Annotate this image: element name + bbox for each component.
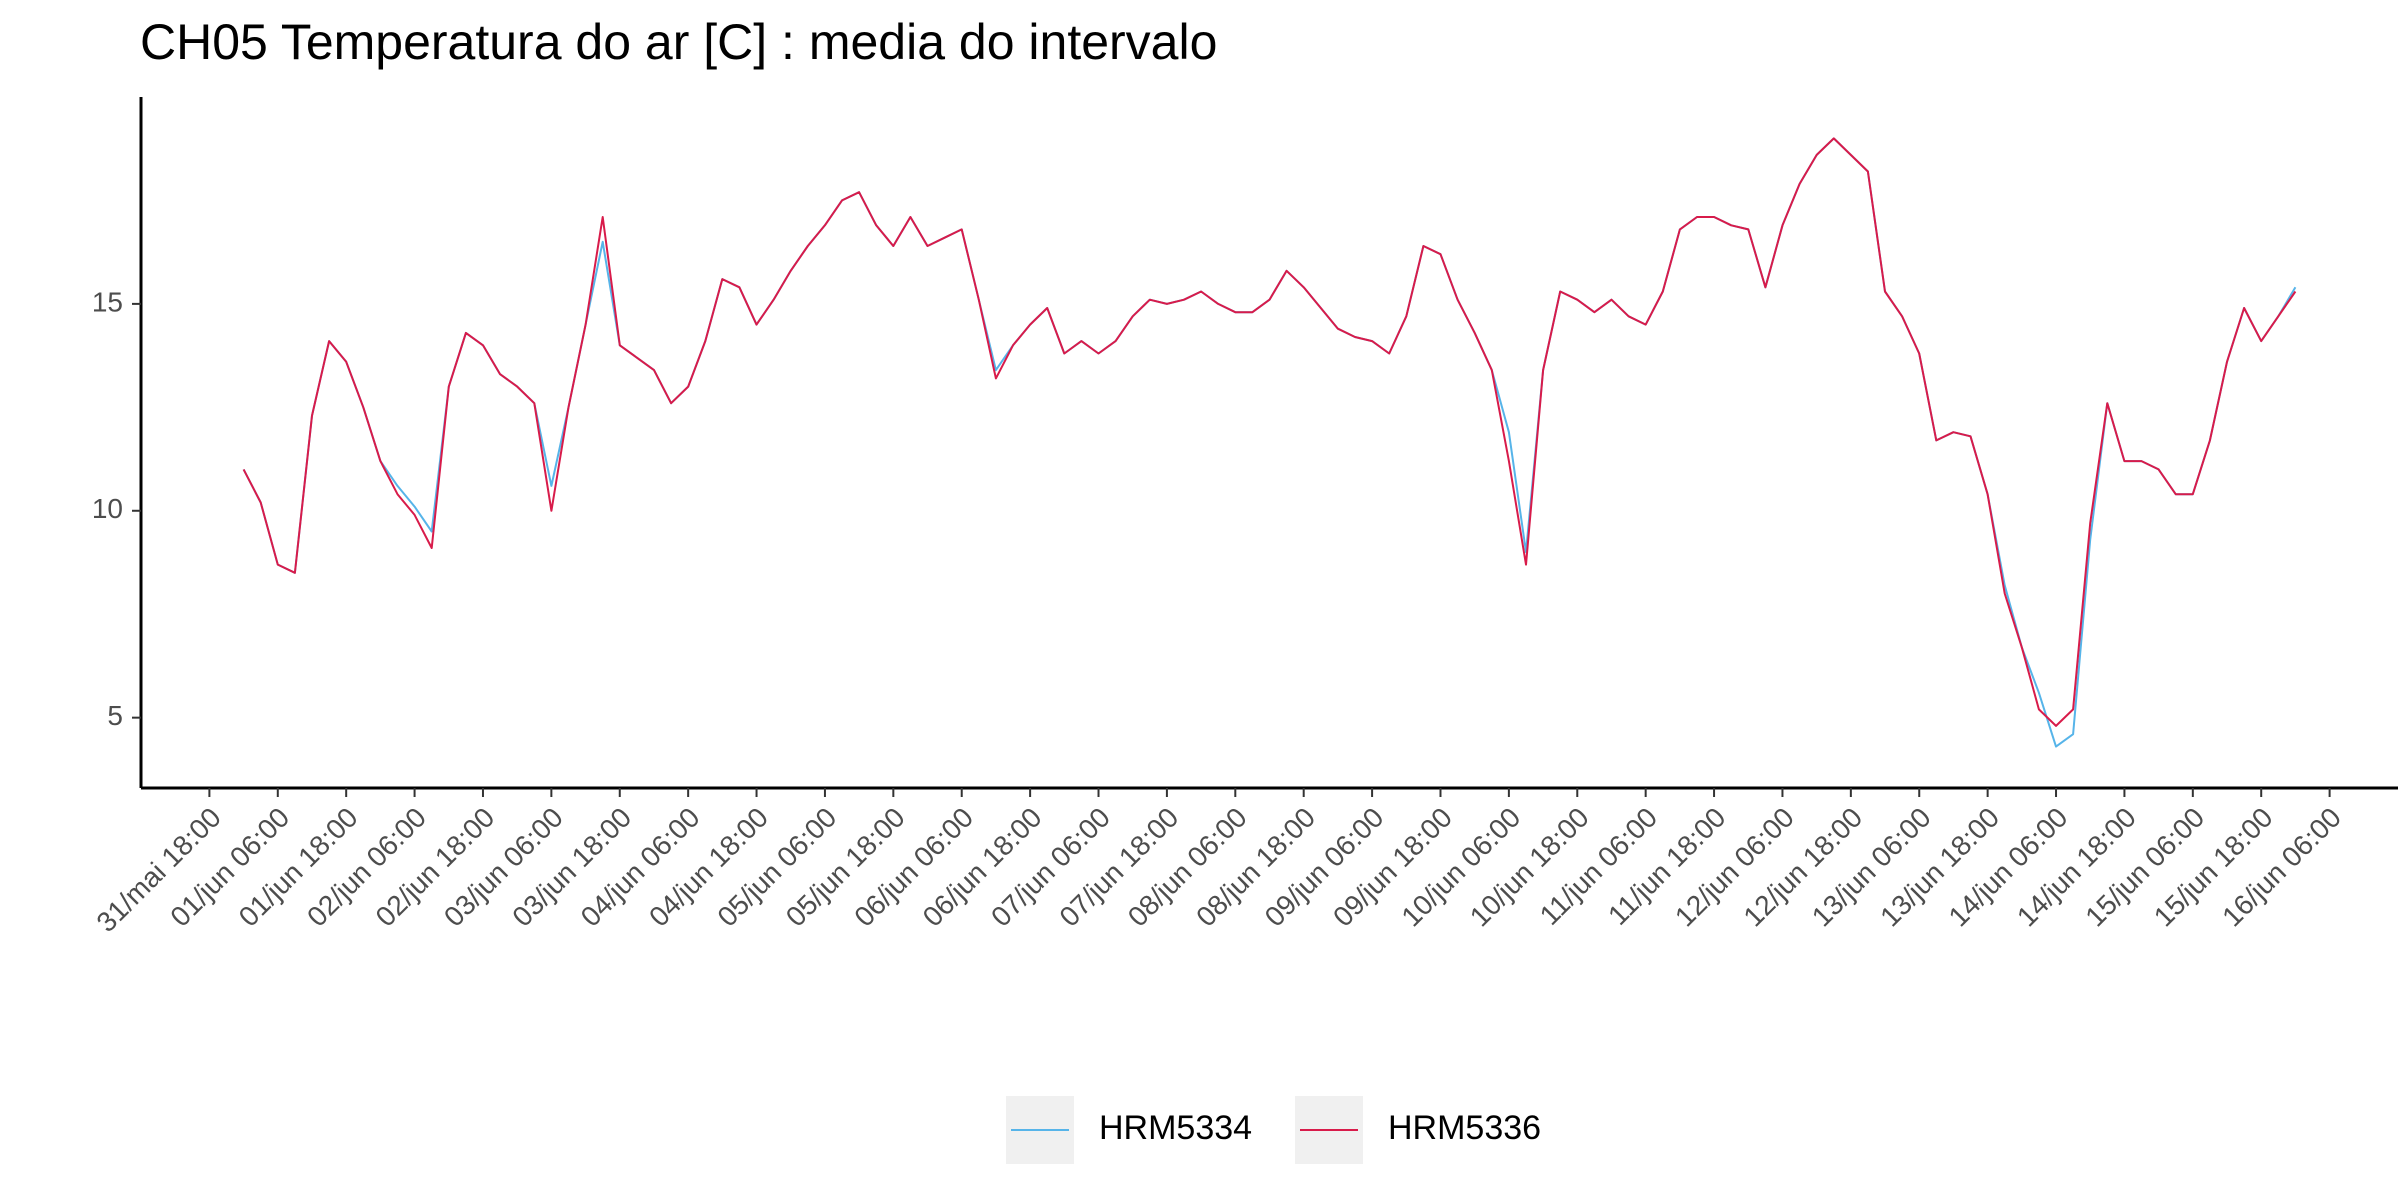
y-tick-label: 15 — [92, 286, 123, 317]
y-tick-label: 10 — [92, 493, 123, 524]
legend-label: HRM5336 — [1388, 1109, 1541, 1147]
legend-label: HRM5334 — [1099, 1109, 1252, 1147]
series-line — [242, 137, 2297, 748]
series-line — [242, 137, 2297, 727]
y-tick-label: 5 — [107, 700, 123, 731]
legend-item: HRM5336 — [1295, 1096, 1541, 1164]
legend-item: HRM5334 — [1006, 1096, 1252, 1164]
chart-title: CH05 Temperatura do ar [C] : media do in… — [140, 14, 1217, 70]
